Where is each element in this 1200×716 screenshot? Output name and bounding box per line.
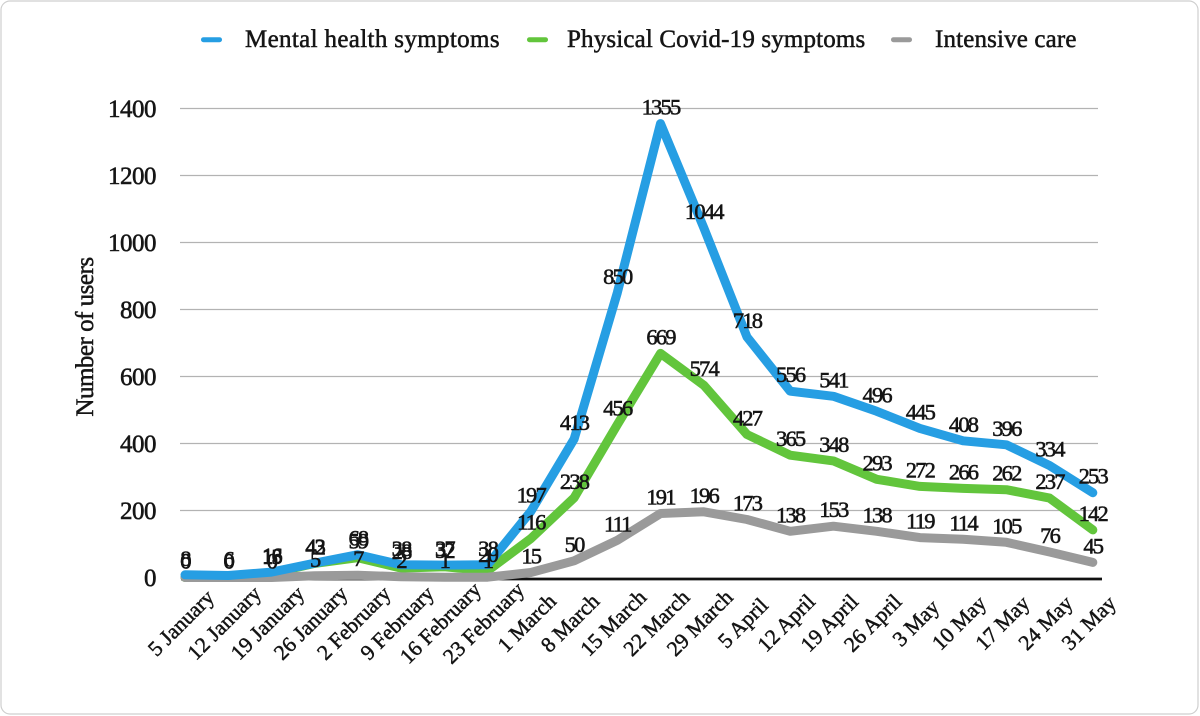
svg-text:37: 37 bbox=[435, 536, 455, 561]
svg-text:197: 197 bbox=[517, 483, 547, 508]
svg-text:15: 15 bbox=[521, 544, 541, 569]
svg-text:408: 408 bbox=[949, 412, 979, 437]
svg-text:237: 237 bbox=[1035, 469, 1065, 494]
svg-text:365: 365 bbox=[776, 426, 806, 451]
svg-text:138: 138 bbox=[863, 502, 893, 527]
svg-text:1355: 1355 bbox=[642, 95, 681, 120]
svg-text:138: 138 bbox=[776, 502, 806, 527]
svg-text:396: 396 bbox=[992, 416, 1022, 441]
svg-text:153: 153 bbox=[819, 497, 849, 522]
svg-text:20: 20 bbox=[478, 542, 498, 567]
svg-text:200: 200 bbox=[120, 498, 156, 525]
svg-text:800: 800 bbox=[120, 297, 156, 324]
svg-text:456: 456 bbox=[603, 396, 633, 421]
svg-text:600: 600 bbox=[120, 364, 156, 391]
svg-text:718: 718 bbox=[733, 308, 763, 333]
svg-text:427: 427 bbox=[733, 406, 763, 431]
svg-text:1000: 1000 bbox=[108, 230, 156, 257]
svg-text:0: 0 bbox=[144, 565, 156, 592]
svg-text:38: 38 bbox=[478, 536, 498, 561]
svg-text:196: 196 bbox=[690, 483, 720, 508]
svg-text:13: 13 bbox=[262, 544, 282, 569]
svg-text:59: 59 bbox=[348, 529, 368, 554]
svg-text:76: 76 bbox=[1040, 523, 1060, 548]
svg-text:32: 32 bbox=[435, 538, 455, 563]
svg-text:413: 413 bbox=[560, 410, 590, 435]
svg-text:1200: 1200 bbox=[108, 163, 156, 190]
svg-text:38: 38 bbox=[392, 536, 412, 561]
svg-text:111: 111 bbox=[604, 511, 631, 536]
svg-text:191: 191 bbox=[646, 485, 675, 510]
svg-text:114: 114 bbox=[949, 510, 978, 535]
svg-text:541: 541 bbox=[819, 367, 848, 392]
svg-text:238: 238 bbox=[560, 469, 590, 494]
svg-text:45: 45 bbox=[1083, 533, 1103, 558]
svg-text:556: 556 bbox=[776, 362, 806, 387]
svg-text:28: 28 bbox=[392, 539, 412, 564]
svg-text:42: 42 bbox=[305, 534, 325, 559]
svg-text:348: 348 bbox=[819, 432, 849, 457]
svg-text:1400: 1400 bbox=[108, 96, 156, 123]
svg-text:Mental health symptoms: Mental health symptoms bbox=[245, 26, 500, 53]
svg-text:119: 119 bbox=[906, 509, 935, 534]
svg-text:43: 43 bbox=[305, 534, 325, 559]
svg-text:669: 669 bbox=[646, 324, 676, 349]
svg-text:6: 6 bbox=[223, 547, 234, 572]
svg-text:Number of users: Number of users bbox=[72, 257, 99, 416]
svg-text:1044: 1044 bbox=[685, 199, 724, 224]
svg-text:445: 445 bbox=[906, 399, 936, 424]
svg-text:334: 334 bbox=[1035, 437, 1065, 462]
svg-text:50: 50 bbox=[565, 532, 585, 557]
svg-text:400: 400 bbox=[120, 431, 156, 458]
svg-text:8: 8 bbox=[180, 546, 191, 571]
svg-text:Intensive care: Intensive care bbox=[935, 26, 1077, 53]
svg-text:1: 1 bbox=[483, 548, 493, 573]
svg-text:253: 253 bbox=[1079, 464, 1109, 489]
svg-text:1: 1 bbox=[440, 548, 450, 573]
svg-text:173: 173 bbox=[733, 491, 763, 516]
svg-text:16: 16 bbox=[262, 543, 282, 568]
svg-text:142: 142 bbox=[1079, 501, 1109, 526]
svg-text:293: 293 bbox=[863, 450, 893, 475]
svg-text:116: 116 bbox=[517, 510, 546, 535]
svg-text:68: 68 bbox=[348, 526, 368, 551]
svg-text:850: 850 bbox=[603, 264, 633, 289]
svg-text:266: 266 bbox=[949, 459, 979, 484]
svg-text:Physical Covid-19 symptoms: Physical Covid-19 symptoms bbox=[567, 26, 865, 53]
svg-text:272: 272 bbox=[906, 457, 936, 482]
svg-text:496: 496 bbox=[863, 382, 893, 407]
svg-text:574: 574 bbox=[690, 356, 720, 381]
svg-text:105: 105 bbox=[992, 513, 1022, 538]
svg-text:262: 262 bbox=[992, 461, 1022, 486]
